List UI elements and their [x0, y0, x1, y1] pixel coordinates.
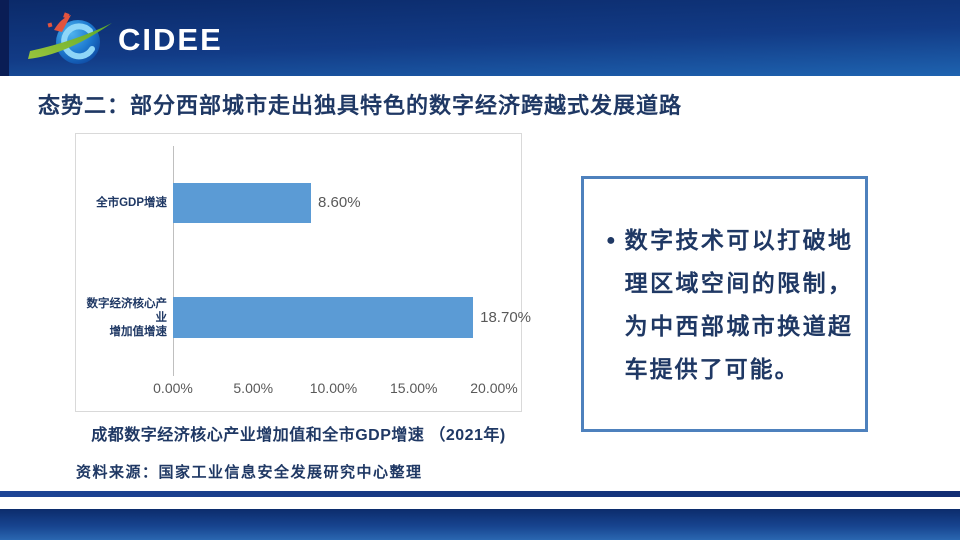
- footer-thin-bar: [0, 491, 960, 497]
- category-label-1: 数字经济核心产业 增加值增速: [86, 297, 168, 338]
- bar-0: [173, 183, 312, 223]
- cidee-logo: CIDEE: [24, 8, 324, 70]
- source-note: 资料来源：国家工业信息安全发展研究中心整理: [76, 464, 423, 481]
- footer-bottom-bar: [0, 509, 960, 540]
- callout-box: ● 数字技术可以打破地理区域空间的限制，为中西部城市换道超车提供了可能。: [581, 176, 868, 432]
- category-label-0: 全市GDP增速: [96, 197, 167, 209]
- value-label-0: 8.60%: [318, 194, 361, 211]
- chart-caption: 成都数字经济核心产业增加值和全市GDP增速 （2021年): [91, 427, 506, 444]
- bullet-icon: ●: [606, 232, 616, 249]
- x-tick-1: 5.00%: [233, 380, 274, 396]
- header-left-strip: [0, 0, 9, 76]
- cidee-globe-icon: [28, 12, 112, 64]
- chart-panel: 全市GDP增速 8.60% 数字经济核心产业 增加值增速 18.70% 0.00% 5.0…: [75, 133, 531, 412]
- x-tick-4: 20.00%: [470, 380, 518, 396]
- page-title: 态势二：部分西部城市走出独具特色的数字经济跨越式发展道路: [38, 93, 683, 118]
- value-label-1: 18.70%: [480, 309, 531, 326]
- x-tick-0: 0.00%: [153, 380, 193, 396]
- chart-y-axis-line: [173, 146, 174, 376]
- logo-text: CIDEE: [118, 22, 223, 57]
- x-tick-2: 10.00%: [309, 380, 358, 396]
- bar-1: [173, 297, 474, 338]
- x-tick-3: 15.00%: [390, 380, 438, 396]
- header-bar: CIDEE: [0, 0, 960, 76]
- callout-text: 数字技术可以打破地理区域空间的限制，为中西部城市换道超车提供了可能。: [624, 227, 853, 382]
